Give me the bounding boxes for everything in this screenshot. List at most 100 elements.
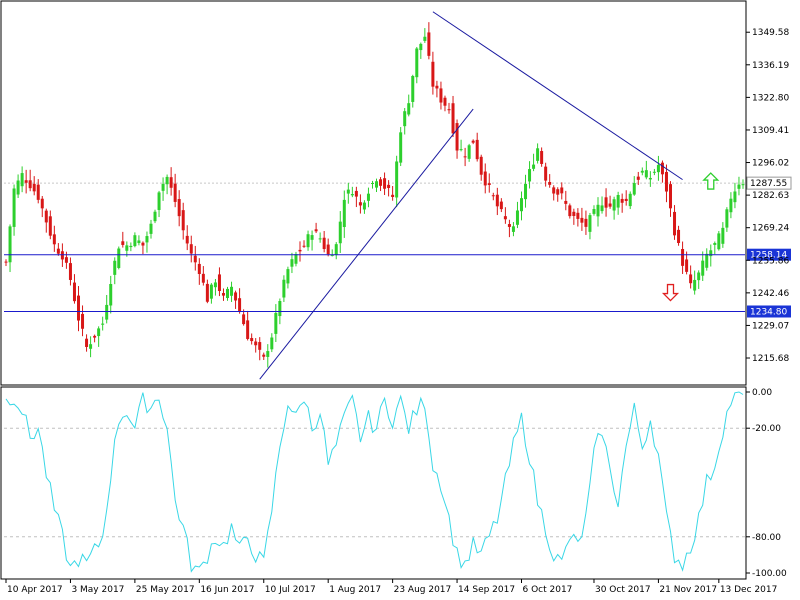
candle-body [350, 194, 354, 196]
candle-body [354, 190, 358, 197]
candle-body [193, 255, 197, 263]
candle-body [125, 245, 129, 251]
candle-body [8, 226, 12, 263]
candle-body [185, 235, 189, 244]
candle-body [375, 181, 379, 188]
candle-body [636, 176, 640, 180]
candle-body [181, 210, 185, 231]
date-tick-label: 21 Nov 2017 [659, 585, 717, 595]
price-tick-label: 1282.63 [752, 191, 789, 201]
candle-body [673, 211, 677, 236]
candle-body [612, 199, 616, 211]
candle-body [24, 180, 28, 183]
current-price-label: 1287.55 [750, 179, 787, 189]
candle-body [242, 314, 246, 325]
candle-body [117, 248, 121, 268]
candle-body [705, 253, 709, 268]
main-pane-frame [0, 0, 747, 386]
oscillator-tick-label: 0.00 [752, 388, 772, 398]
date-tick-label: 30 Oct 2017 [595, 585, 651, 595]
candle-body [342, 199, 346, 228]
candle-body [475, 139, 479, 160]
candle-body [681, 248, 685, 266]
candle-body [668, 184, 672, 209]
candle-body [221, 293, 225, 296]
oscillator-line [5, 391, 744, 573]
candle-body [741, 184, 745, 186]
candle-body [737, 184, 741, 189]
price-tick-label: 1336.19 [752, 61, 789, 71]
candle-body [644, 170, 648, 178]
candle-body [290, 259, 294, 267]
candle-body [113, 260, 117, 275]
candle-body [596, 204, 600, 217]
candle-body [580, 217, 584, 223]
oscillator-tick-label: -100.00 [752, 569, 787, 579]
candle-body [161, 183, 165, 191]
candle-body [503, 216, 507, 220]
candle-body [471, 140, 475, 143]
candle-body [660, 162, 664, 175]
candle-body [395, 161, 399, 198]
candle-body [318, 238, 322, 240]
candle-body [600, 205, 604, 212]
candle-body [20, 173, 24, 187]
price-tick-label: 1215.68 [752, 354, 789, 364]
candle-body [729, 198, 733, 213]
price-tick-label: 1309.41 [752, 126, 789, 136]
price-tick-label: 1255.86 [752, 256, 789, 266]
candle-body [129, 245, 133, 248]
oscillator-tick-label: -80.00 [752, 533, 781, 543]
candle-body [479, 156, 483, 175]
candle-body [431, 61, 435, 87]
candle-body [109, 284, 113, 306]
support-level-tag [747, 248, 791, 261]
candle-body [725, 209, 729, 228]
candle-body [467, 145, 471, 159]
candle-body [93, 335, 97, 338]
candle-body [266, 351, 270, 357]
date-tick-label: 1 Aug 2017 [329, 585, 381, 595]
candle-body [209, 284, 213, 299]
candle-body [77, 295, 81, 321]
candle-body [447, 109, 451, 111]
current-price-tag [746, 176, 792, 190]
candle-body [68, 263, 72, 280]
date-tick-label: 13 Dec 2017 [720, 585, 778, 595]
candle-body [85, 338, 89, 347]
candle-body [648, 177, 652, 180]
candle-body [52, 234, 56, 245]
candle-body [169, 177, 173, 188]
trendline [259, 108, 474, 380]
candle-body [238, 298, 242, 312]
candle-body [411, 75, 415, 102]
candle-body [584, 218, 588, 227]
support-level-label: 1234.80 [750, 307, 787, 317]
candle-body [226, 288, 230, 299]
candle-body [286, 269, 290, 284]
candle-body [230, 286, 234, 296]
candle-body [213, 282, 217, 288]
candle-body [443, 97, 447, 106]
price-tick-label: 1349.58 [752, 28, 789, 38]
date-tick-label: 10 Apr 2017 [7, 585, 63, 595]
candle-body [56, 248, 60, 254]
price-tick-label: 1269.24 [752, 224, 789, 234]
date-tick-label: 3 May 2017 [71, 585, 124, 595]
candle-body [701, 260, 705, 276]
candle-body [435, 85, 439, 89]
candle-body [177, 199, 181, 217]
trendline [432, 11, 683, 181]
candle-body [588, 215, 592, 232]
candle-body [173, 183, 177, 202]
candle-body [427, 32, 431, 56]
candle-body [487, 183, 491, 185]
candle-body [415, 48, 419, 78]
candle-body [234, 292, 238, 301]
candle-body [302, 245, 306, 247]
candle-body [399, 132, 403, 163]
candle-body [379, 179, 383, 186]
candle-body [717, 233, 721, 250]
axes-layer: 1349.58 1336.19 1322.80 1309.41 1296.02 1282.… [5, 28, 789, 595]
candle-body [48, 216, 52, 236]
